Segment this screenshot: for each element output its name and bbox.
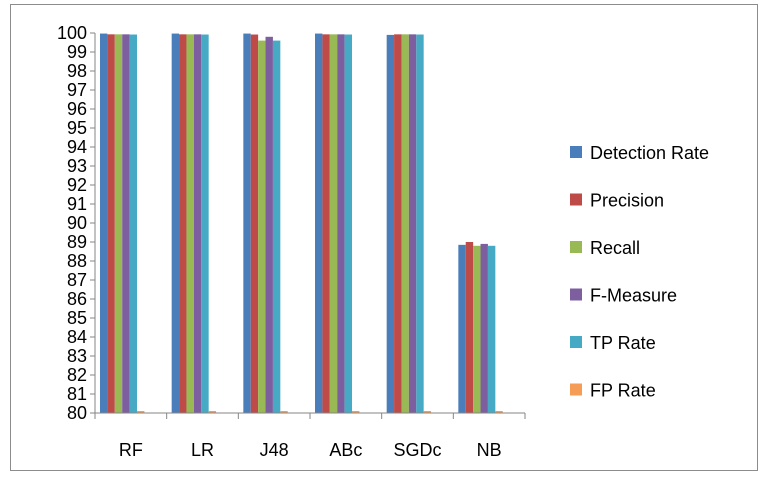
bar-RF-0	[100, 33, 108, 413]
bar-ABc-1	[322, 34, 330, 413]
legend-swatch	[570, 193, 582, 206]
y-tick-label: 94	[67, 137, 87, 157]
bar-ABc-2	[329, 34, 338, 413]
category-label: NB	[477, 440, 502, 460]
bar-ABc-0	[315, 33, 323, 413]
y-tick-label: 84	[67, 327, 87, 347]
bar-LR-3	[193, 34, 202, 413]
legend-label: Recall	[590, 238, 640, 258]
bar-RF-2	[114, 34, 123, 413]
bar-LR-0	[171, 33, 180, 413]
legend: Detection Rate Precision Recall F-Measure TP…	[570, 143, 709, 401]
y-tick-label: 89	[67, 232, 87, 252]
legend-label: F-Measure	[590, 286, 677, 306]
bars-group	[100, 33, 503, 414]
bar-SGDc-0	[386, 34, 395, 414]
category-label: ABc	[329, 440, 362, 460]
bar-J48-0	[243, 33, 251, 413]
bar-NB-3	[480, 243, 488, 413]
bar-SGDc-3	[408, 34, 417, 413]
bar-SGDc-1	[394, 34, 402, 413]
category-label: LR	[191, 440, 214, 460]
y-tick-label: 87	[67, 270, 87, 290]
y-tick-label: 97	[67, 80, 87, 100]
bar-SGDc-2	[401, 34, 409, 413]
legend-swatch	[570, 383, 582, 396]
bar-RF-5	[137, 411, 145, 413]
bar-NB-1	[465, 242, 474, 413]
axes-group: 8081828384858687888990919293949596979899…	[57, 23, 526, 460]
bar-NB-5	[495, 411, 503, 413]
legend-swatch	[570, 241, 582, 253]
bar-J48-3	[265, 36, 273, 414]
y-tick-label: 98	[67, 61, 87, 81]
category-label: J48	[260, 440, 289, 460]
legend-label: Precision	[590, 191, 664, 211]
bar-NB-0	[458, 244, 466, 413]
bar-NB-4	[487, 245, 496, 413]
bar-RF-3	[122, 34, 130, 413]
legend-label: Detection Rate	[590, 143, 709, 163]
y-tick-label: 91	[67, 194, 87, 214]
legend-swatch	[570, 336, 582, 348]
bar-SGDc-4	[416, 34, 424, 414]
y-tick-label: 81	[67, 384, 87, 404]
bar-LR-4	[201, 34, 209, 414]
bar-LR-2	[186, 34, 194, 413]
bar-LR-5	[208, 411, 217, 413]
y-tick-label: 82	[67, 365, 87, 385]
y-tick-label: 99	[67, 42, 87, 62]
bar-J48-5	[280, 411, 288, 413]
legend-label: FP Rate	[590, 381, 656, 401]
legend-label: TP Rate	[590, 333, 656, 353]
y-tick-label: 95	[67, 118, 87, 138]
y-tick-label: 96	[67, 99, 87, 119]
category-label: SGDc	[393, 440, 441, 460]
legend-swatch	[570, 146, 582, 158]
y-tick-label: 92	[67, 175, 87, 195]
y-tick-label: 93	[67, 156, 87, 176]
bar-NB-2	[473, 245, 481, 413]
y-tick-label: 86	[67, 289, 87, 309]
y-tick-label: 88	[67, 251, 87, 271]
bar-J48-2	[258, 40, 266, 413]
y-tick-label: 90	[67, 213, 87, 233]
bar-LR-1	[179, 34, 187, 413]
bar-J48-4	[272, 40, 281, 413]
y-tick-label: 85	[67, 308, 87, 328]
y-tick-label: 83	[67, 346, 87, 366]
bar-ABc-3	[337, 34, 345, 413]
bar-ABc-4	[344, 34, 352, 414]
bar-RF-4	[129, 34, 137, 414]
bar-J48-1	[250, 34, 259, 414]
category-label: RF	[119, 440, 143, 460]
bar-SGDc-5	[423, 411, 432, 413]
bar-RF-1	[107, 34, 115, 413]
y-tick-label: 100	[57, 23, 87, 43]
bar-ABc-5	[352, 411, 360, 413]
legend-swatch	[570, 288, 582, 301]
y-tick-label: 80	[67, 403, 87, 423]
